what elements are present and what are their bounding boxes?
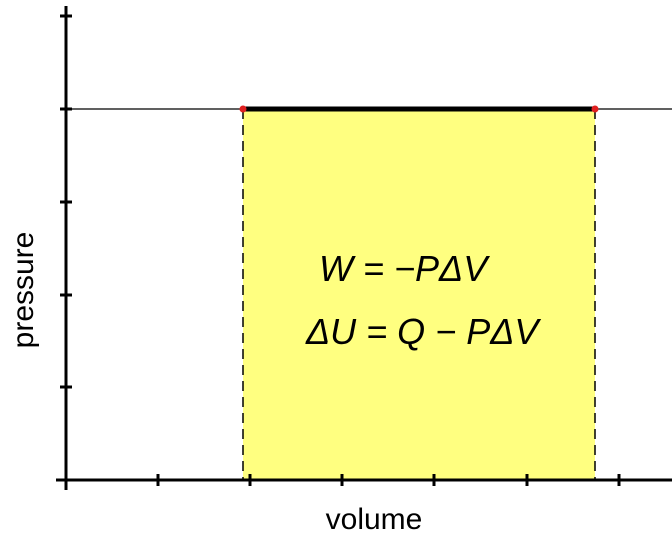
y-axis-ticks — [60, 14, 72, 389]
first-law-equation: ΔU = Q − PΔV — [305, 311, 541, 352]
final-state-point — [591, 105, 599, 113]
x-axis-label: volume — [326, 503, 423, 536]
work-area — [243, 109, 595, 480]
work-equation: W = −PΔV — [319, 248, 490, 289]
y-axis-label: pressure — [7, 232, 40, 349]
initial-state-point — [239, 105, 247, 113]
x-axis-ticks — [156, 474, 621, 486]
